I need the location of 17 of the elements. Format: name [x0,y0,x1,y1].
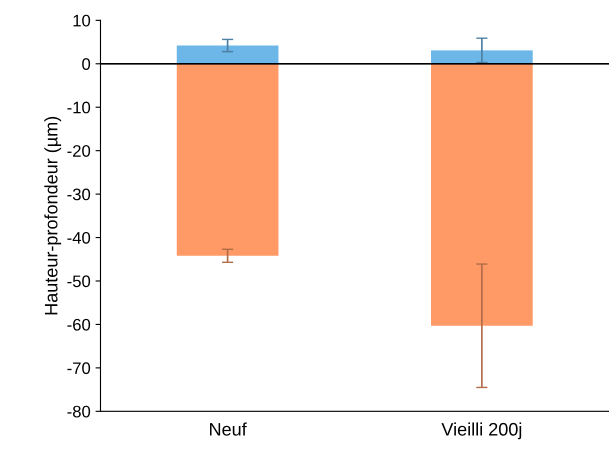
x-tick-label: Vieilli 200j [441,422,522,440]
y-tick-label: 0 [82,58,90,70]
bar [176,64,278,256]
bar [176,46,278,64]
y-axis-title: Hauteur-profondeur (µm) [44,116,62,314]
y-tick-label: 10 [73,14,90,27]
y-tick-label: -80 [67,406,90,418]
y-tick-label: -10 [67,102,90,114]
y-tick-label: -50 [67,275,90,288]
bar [431,50,533,64]
x-tick-label: Neuf [210,422,247,436]
y-tick-label: -40 [67,232,90,244]
y-tick-label: -60 [67,318,90,331]
bar [431,64,533,326]
y-tick-label: -30 [67,188,90,200]
y-tick-label: -70 [67,362,90,374]
y-tick-label: -20 [67,145,90,157]
